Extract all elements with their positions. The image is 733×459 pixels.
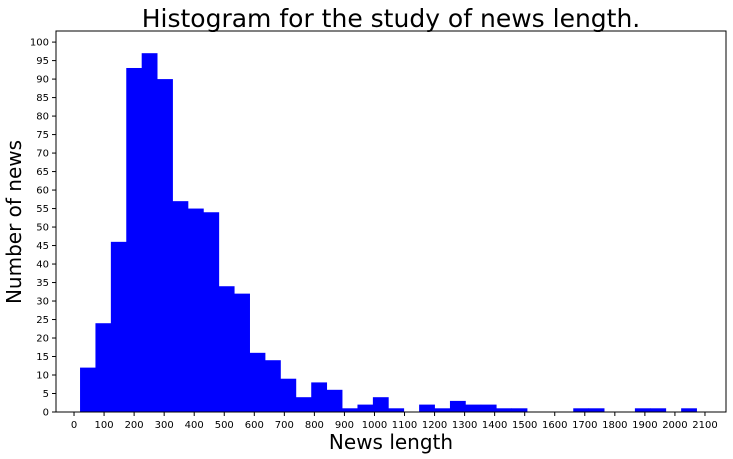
histogram-bar <box>588 408 605 412</box>
y-tick-label: 20 <box>36 334 49 345</box>
y-tick-label: 100 <box>30 38 49 49</box>
histogram-bar <box>264 360 281 412</box>
plot-frame <box>55 30 727 413</box>
histogram-bar <box>95 323 112 412</box>
histogram-bar <box>511 408 528 412</box>
y-tick-label: 45 <box>36 241 49 252</box>
y-tick-label: 40 <box>36 260 49 271</box>
y-axis-label: Number of news <box>2 140 26 304</box>
x-tick-label: 1200 <box>422 420 447 431</box>
x-tick-label: 800 <box>305 420 324 431</box>
histogram-bar <box>157 79 173 412</box>
histogram-bar <box>372 397 389 412</box>
histogram-bar <box>218 286 235 412</box>
y-tick-label: 15 <box>36 352 49 363</box>
x-tick-label: 400 <box>185 420 204 431</box>
histogram-bar <box>280 378 297 412</box>
histogram-bar <box>311 382 328 412</box>
x-tick-label: 1700 <box>572 420 597 431</box>
x-tick-label: 1100 <box>392 420 417 431</box>
y-tick-label: 55 <box>36 204 49 215</box>
histogram-bar <box>126 67 143 413</box>
x-tick-label: 600 <box>245 420 264 431</box>
x-tick-label: 900 <box>335 420 354 431</box>
y-tick-label: 5 <box>43 389 49 400</box>
y-tick-label: 85 <box>36 93 49 104</box>
x-axis-label: News length <box>329 430 453 454</box>
histogram-bar <box>172 201 189 412</box>
histogram-bar <box>249 352 266 412</box>
x-tick-label: 1300 <box>452 420 477 431</box>
histogram-bar <box>480 404 497 412</box>
histogram-bar <box>80 367 96 412</box>
x-tick-label: 0 <box>71 420 77 431</box>
histogram-bar <box>449 400 466 412</box>
x-tick-label: 1900 <box>632 420 657 431</box>
x-tick-label: 2100 <box>692 420 717 431</box>
y-tick-label: 75 <box>36 130 49 141</box>
histogram-bar <box>419 404 435 412</box>
histogram-bar <box>141 53 158 412</box>
histogram-bar <box>342 408 358 412</box>
histogram-bar <box>110 241 127 412</box>
histogram-bar <box>187 208 204 412</box>
x-tick-label: 100 <box>95 420 114 431</box>
y-tick-label: 65 <box>36 167 49 178</box>
y-tick-label: 35 <box>36 278 49 289</box>
histogram-bar <box>634 408 651 412</box>
y-tick-label: 90 <box>36 75 49 86</box>
y-tick-label: 0 <box>43 408 49 419</box>
histogram-bar <box>234 293 250 412</box>
x-tick-label: 2000 <box>662 420 687 431</box>
histogram-bar <box>650 408 667 412</box>
x-tick-label: 1800 <box>602 420 627 431</box>
histogram-bar <box>496 408 512 412</box>
y-tick-label: 80 <box>36 112 49 123</box>
y-tick-label: 10 <box>36 371 49 382</box>
histogram-bar <box>326 389 343 412</box>
histogram-bar <box>681 408 697 412</box>
x-tick-label: 1400 <box>482 420 507 431</box>
histogram-bar <box>465 404 482 412</box>
x-tick-label: 1000 <box>362 420 387 431</box>
histogram-bar <box>295 397 312 412</box>
bars-group <box>80 53 697 413</box>
histogram-bar <box>203 212 220 412</box>
x-tick-label: 200 <box>125 420 144 431</box>
y-tick-label: 30 <box>36 297 49 308</box>
y-tick-label: 50 <box>36 223 49 234</box>
y-tick-label: 25 <box>36 315 49 326</box>
x-tick-label: 500 <box>215 420 234 431</box>
histogram-bar <box>434 408 451 412</box>
histogram-bar <box>388 408 405 412</box>
x-tick-label: 300 <box>155 420 174 431</box>
y-tick-label: 70 <box>36 149 49 160</box>
x-tick-label: 700 <box>275 420 294 431</box>
y-axis-ticks: 0 5 10 15 20 25 30 35 40 45 50 55 60 65 70 75 80 85 90 95 10… <box>30 38 56 419</box>
x-axis-ticks: 0 100 200 300 400 500 600 700 800 900 1000 1100 1200… <box>71 412 718 431</box>
y-tick-label: 95 <box>36 56 49 67</box>
x-tick-label: 1600 <box>542 420 567 431</box>
chart-title: Histogram for the study of news length. <box>142 4 641 33</box>
y-tick-label: 60 <box>36 186 49 197</box>
histogram-bar <box>573 408 590 412</box>
histogram-bar <box>357 404 374 412</box>
x-tick-label: 1500 <box>512 420 537 431</box>
